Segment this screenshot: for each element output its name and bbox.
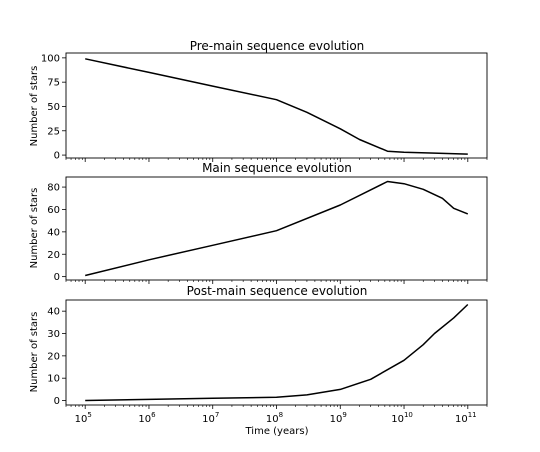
y-tick-label: 60 [47, 205, 60, 216]
series-line [85, 180, 469, 277]
y-tick-label: 0 [54, 151, 60, 162]
chart-title: Post-main sequence evolution [187, 284, 368, 298]
y-tick-label: 80 [47, 183, 60, 194]
y-tick-label: 25 [47, 126, 60, 137]
chart-title: Main sequence evolution [202, 161, 352, 175]
y-tick-label: 20 [47, 250, 60, 261]
y-tick-label: 20 [47, 351, 60, 362]
chart-panel-pre-main-sequence: Pre-main sequence evolution Number of st… [29, 39, 488, 162]
y-tick-label: 40 [47, 307, 60, 318]
y-tick-label: 30 [47, 329, 60, 340]
plot-area: 0 10 20 30 40 105 106 107 108 109 1010 1011 [47, 299, 488, 425]
y-tick-label: 100 [41, 53, 60, 64]
x-tick-label: 109 [330, 411, 347, 425]
x-tick-label: 106 [138, 411, 156, 425]
y-axis-label: Number of stars [29, 66, 40, 147]
x-tick-label: 1010 [391, 411, 413, 425]
y-tick-label: 75 [47, 78, 60, 89]
y-tick-label: 0 [54, 272, 60, 283]
y-tick-label: 40 [47, 227, 60, 238]
x-tick-label: 105 [75, 411, 92, 425]
y-axis-label: Number of stars [29, 312, 40, 393]
x-axis-label: Time (years) [245, 426, 309, 437]
x-tick-label: 108 [266, 411, 283, 425]
series-line [85, 303, 469, 402]
series-line [85, 58, 468, 155]
y-tick-label: 50 [47, 102, 60, 113]
y-tick-label: 10 [47, 374, 60, 385]
axes-frame [65, 299, 488, 406]
chart-title: Pre-main sequence evolution [190, 39, 365, 53]
y-tick-label: 0 [54, 396, 60, 407]
x-tick-label: 1011 [455, 411, 477, 425]
plot-area: 0 25 50 75 100 [41, 52, 488, 162]
chart-panel-main-sequence: Main sequence evolution Number of stars … [29, 161, 488, 284]
x-tick-label: 107 [202, 411, 219, 425]
plot-area: 0 20 40 60 80 [47, 176, 488, 284]
chart-panel-post-main-sequence: Post-main sequence evolution Number of s… [29, 284, 488, 425]
y-axis-label: Number of stars [29, 188, 40, 269]
